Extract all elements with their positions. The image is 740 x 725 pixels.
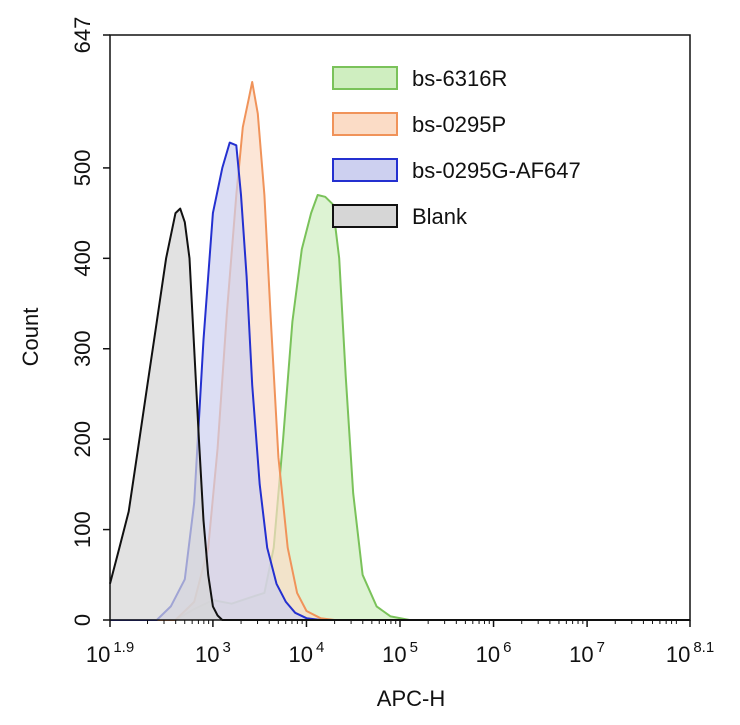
legend-label: bs-6316R bbox=[412, 66, 507, 91]
series-blank bbox=[109, 207, 690, 621]
y-tick-label: 400 bbox=[70, 240, 95, 277]
y-tick-label: 300 bbox=[70, 330, 95, 367]
legend-item-bs-0295p: bs-0295P bbox=[332, 112, 506, 137]
y-tick-label: 200 bbox=[70, 421, 95, 458]
series-layer bbox=[109, 81, 690, 621]
legend-item-bs-0295g-af647: bs-0295G-AF647 bbox=[332, 158, 581, 183]
x-tick-label: 10 4 bbox=[289, 639, 325, 667]
legend-label: bs-0295P bbox=[412, 112, 506, 137]
legend-item-bs-6316r: bs-6316R bbox=[332, 66, 507, 91]
y-axis-title: Count bbox=[18, 308, 43, 367]
legend-item-blank: Blank bbox=[332, 204, 468, 229]
legend-swatch bbox=[332, 66, 398, 90]
x-tick-label: 10 3 bbox=[195, 639, 231, 667]
x-tick-label: 10 6 bbox=[476, 639, 512, 667]
x-tick-label: 10 1.9 bbox=[86, 639, 134, 667]
y-tick-label: 0 bbox=[70, 614, 95, 626]
ticks-layer: 10 1.9 10 3 10 4 10 5 10 6 10 7 10 8.1 0 100 200 300 400 50… bbox=[70, 17, 714, 667]
y-tick-label: 500 bbox=[70, 150, 95, 187]
x-tick-label: 10 5 bbox=[382, 639, 418, 667]
series-line-blank bbox=[109, 207, 690, 621]
x-axis-title: APC-H bbox=[377, 686, 445, 711]
legend-label: bs-0295G-AF647 bbox=[412, 158, 581, 183]
legend: bs-6316R bs-0295P bs-0295G-AF647 Blank bbox=[332, 66, 581, 229]
y-tick-label: 647 bbox=[70, 17, 95, 54]
x-tick-label: 10 8.1 bbox=[666, 639, 714, 667]
series-area-bs-0295g-af647 bbox=[110, 142, 690, 620]
legend-swatch bbox=[332, 204, 398, 228]
legend-swatch bbox=[332, 112, 398, 136]
y-tick-label: 100 bbox=[70, 511, 95, 548]
legend-swatch bbox=[332, 158, 398, 182]
x-tick-label: 10 7 bbox=[569, 639, 605, 667]
legend-label: Blank bbox=[412, 204, 468, 229]
